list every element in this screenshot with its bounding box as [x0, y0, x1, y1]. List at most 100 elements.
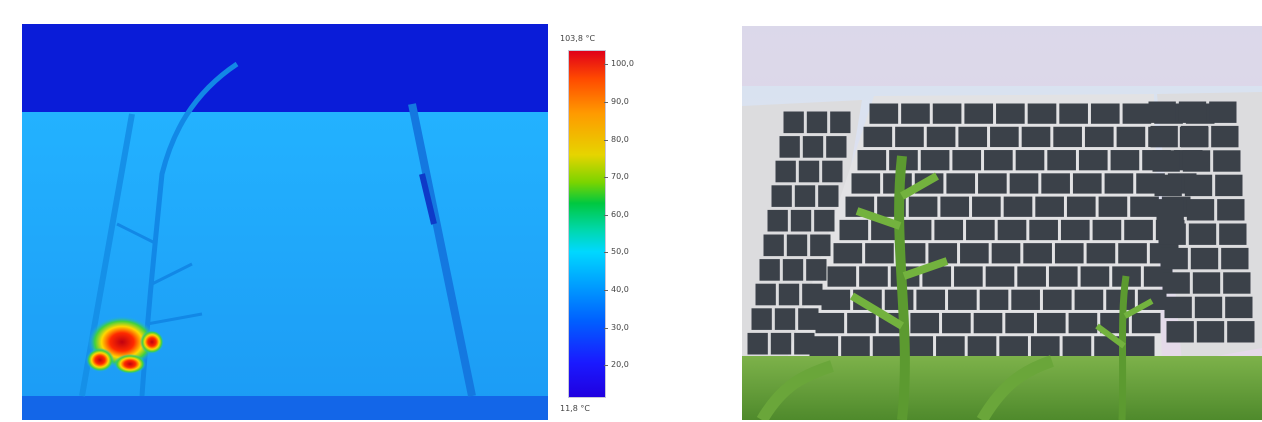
- solar-cell: [798, 308, 819, 330]
- solar-cell: [847, 312, 876, 334]
- solar-cell: [1086, 243, 1116, 264]
- solar-cell: [1124, 219, 1153, 241]
- solar-cell: [759, 259, 780, 281]
- solar-cell: [1148, 101, 1176, 123]
- scale-min-label: 11,8 °C: [560, 404, 590, 413]
- scale-gradient-bar: [568, 50, 606, 398]
- solar-cell: [763, 234, 784, 257]
- solar-cell: [821, 289, 851, 310]
- solar-cell: [946, 173, 976, 194]
- solar-cell: [902, 219, 932, 241]
- solar-cell: [1110, 150, 1140, 171]
- solar-cell: [1192, 272, 1221, 294]
- solar-cell: [755, 283, 776, 306]
- solar-cell: [1029, 219, 1058, 241]
- solar-cell: [908, 196, 938, 217]
- solar-cell: [1053, 126, 1082, 148]
- solar-cell: [1196, 321, 1225, 343]
- solar-cell: [958, 126, 988, 148]
- solar-cell: [1047, 150, 1076, 171]
- solar-cell: [1166, 321, 1194, 343]
- solar-cell: [967, 336, 997, 357]
- solar-cell: [960, 243, 989, 264]
- solar-cell: [978, 173, 1007, 194]
- solar-cell: [1223, 272, 1251, 294]
- solar-cell: [1221, 247, 1249, 270]
- scale-tick-label: 50,0: [611, 247, 629, 257]
- solar-cell: [954, 266, 983, 287]
- solar-cell: [770, 332, 792, 355]
- solar-cell: [920, 150, 950, 171]
- solar-cell: [916, 289, 946, 310]
- thermal-bottom-strip: [22, 396, 548, 420]
- solar-cell: [1074, 289, 1104, 310]
- solar-cell: [973, 312, 1003, 334]
- solar-cell: [972, 196, 1001, 217]
- scale-tick: [604, 327, 608, 329]
- solar-cell: [1180, 125, 1209, 148]
- solar-cell: [1005, 312, 1034, 334]
- solar-cell: [1188, 223, 1217, 245]
- solar-cell: [775, 160, 796, 183]
- solar-cell: [1011, 289, 1040, 310]
- solar-cell: [833, 243, 863, 264]
- solar-cell: [1059, 103, 1088, 124]
- solar-cell: [810, 234, 831, 257]
- solar-cell: [1092, 219, 1122, 241]
- solar-cell: [1027, 103, 1057, 124]
- solar-cell: [1131, 312, 1161, 334]
- solar-cell: [1154, 174, 1182, 197]
- solar-cell: [1030, 336, 1060, 357]
- solar-cell: [783, 111, 804, 134]
- temperature-color-scale: 103,8 °C 100,0 90,0 80,0 70,0 60,0 50,0 40,0 30…: [556, 34, 634, 414]
- scale-tick-label: 30,0: [611, 322, 629, 332]
- solar-cell: [964, 103, 994, 124]
- scale-tick-label: 90,0: [611, 96, 629, 106]
- thermal-image-graphic: [22, 24, 548, 420]
- thermal-image: [22, 24, 548, 420]
- solar-panel-photo-graphic: [742, 26, 1262, 420]
- solar-cell: [806, 259, 827, 281]
- solar-cell: [1116, 126, 1146, 148]
- solar-cell: [1130, 196, 1159, 217]
- solar-cell: [904, 336, 934, 357]
- solar-cell: [851, 173, 881, 194]
- solar-cell: [928, 243, 958, 264]
- solar-cell: [984, 150, 1013, 171]
- solar-cell: [1041, 173, 1070, 194]
- solar-cell: [751, 308, 772, 330]
- solar-cell: [1184, 174, 1213, 197]
- solar-cell: [827, 266, 857, 287]
- solar-cell: [1160, 247, 1188, 270]
- solar-cell: [863, 126, 893, 148]
- solar-cell: [806, 111, 828, 134]
- solar-cell: [952, 150, 982, 171]
- solar-cell: [1084, 126, 1114, 148]
- scale-tick-label: 40,0: [611, 284, 629, 294]
- solar-cell: [1098, 196, 1128, 217]
- solar-cell: [1003, 196, 1033, 217]
- solar-cell: [839, 219, 869, 241]
- solar-cell: [1048, 266, 1078, 287]
- solar-cell: [865, 243, 894, 264]
- solar-cell: [948, 289, 977, 310]
- solar-cell: [1017, 266, 1046, 287]
- solar-cell: [822, 160, 843, 183]
- solar-cell: [1164, 296, 1192, 319]
- solar-cell: [1090, 103, 1120, 124]
- scale-tick: [604, 139, 608, 141]
- solar-cell: [942, 312, 971, 334]
- scale-tick: [604, 365, 608, 367]
- solar-cell: [786, 234, 808, 257]
- solar-cell: [1158, 223, 1186, 245]
- solar-cell: [985, 266, 1015, 287]
- thermal-sky: [22, 24, 548, 114]
- solar-cell: [1156, 199, 1184, 221]
- solar-cell: [1122, 103, 1152, 124]
- solar-cell: [936, 336, 965, 357]
- solar-cell: [979, 289, 1009, 310]
- solar-cell: [1009, 173, 1039, 194]
- solar-cell: [782, 259, 804, 281]
- solar-cell: [869, 103, 899, 124]
- solar-cell: [922, 266, 952, 287]
